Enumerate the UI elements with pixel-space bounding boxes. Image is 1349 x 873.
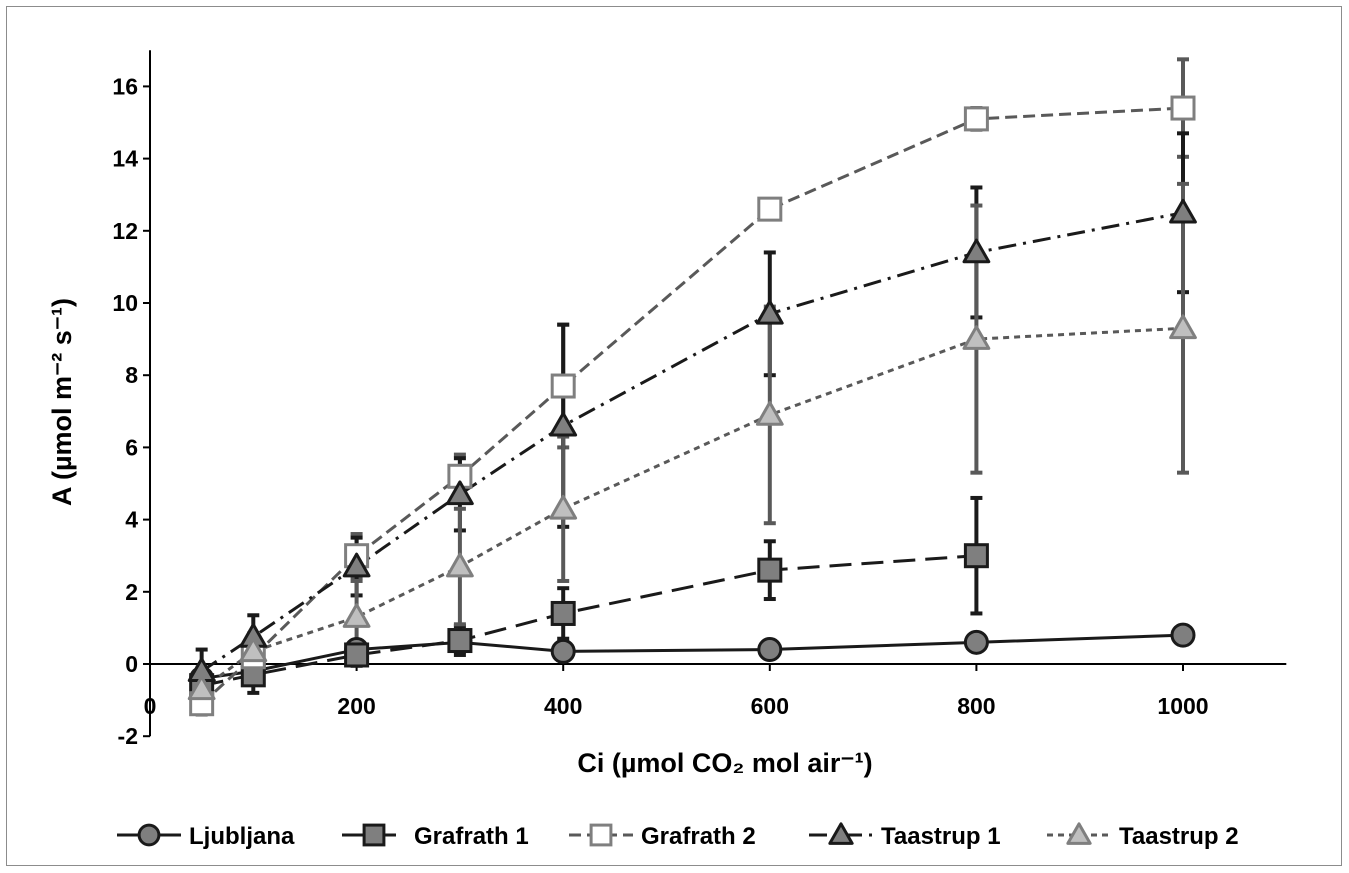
y-tick-label: 14: [112, 146, 138, 172]
series-line-grafrath-2: [200, 106, 1184, 705]
legend-marker-grafrath-2: [589, 823, 613, 847]
data-point-taastrup-2: [342, 603, 371, 628]
data-point-taastrup-2: [755, 401, 784, 426]
y-tick-label: 10: [112, 290, 138, 316]
series-line-grafrath-1: [201, 554, 977, 688]
data-point-taastrup-1: [1169, 198, 1197, 224]
x-tick-label: 600: [751, 693, 789, 719]
legend: Ljubljana Grafrath 1 Grafrath 2 Taastrup 1 T…: [117, 822, 1239, 850]
legend-label-ljubljana: Ljubljana: [189, 823, 295, 850]
legend-label-grafrath-2: Grafrath 2: [641, 823, 756, 850]
x-tick-label: 400: [544, 693, 582, 719]
data-point-grafrath-1: [447, 628, 473, 654]
data-point-taastrup-1: [962, 238, 991, 264]
data-point-taastrup-1: [342, 552, 371, 578]
data-point-ljubljana: [550, 638, 576, 664]
error-bars: [195, 57, 1189, 717]
y-axis-label: A (µmol m⁻² s⁻¹): [47, 298, 77, 506]
data-point-taastrup-2: [962, 325, 991, 350]
legend-marker-taastrup-2: [1066, 822, 1092, 845]
x-tick-label: 200: [337, 693, 375, 719]
legend-label-grafrath-1: Grafrath 1: [414, 823, 529, 850]
legend-label-taastrup-2: Taastrup 2: [1119, 823, 1239, 850]
y-tick-label: 2: [125, 579, 138, 605]
data-point-taastrup-1: [446, 480, 474, 506]
legend-marker-grafrath-1: [362, 823, 386, 847]
series-line-taastrup-1: [200, 211, 1184, 673]
data-point-grafrath-2: [550, 373, 576, 399]
series-line-ljubljana: [201, 633, 1184, 680]
data-point-ljubljana: [1170, 622, 1196, 648]
y-tick-label: 12: [112, 218, 138, 244]
x-axis-label: Ci (µmol CO₂ mol air⁻¹): [577, 748, 872, 778]
x-tick-label: 0: [144, 693, 157, 719]
series-line-taastrup-2: [200, 326, 1184, 691]
data-point-grafrath-1: [344, 642, 370, 668]
legend-label-taastrup-1: Taastrup 1: [881, 823, 1001, 850]
y-tick-label: -2: [118, 723, 138, 749]
data-point-grafrath-1: [757, 557, 783, 583]
legend-marker-ljubljana: [137, 823, 161, 847]
series-lines: [200, 106, 1184, 705]
data-point-grafrath-2: [757, 196, 783, 222]
y-tick-label: 16: [112, 73, 138, 99]
y-tick-label: 0: [125, 651, 138, 677]
y-tick-label: 8: [125, 362, 138, 388]
data-point-taastrup-2: [446, 552, 474, 578]
data-point-grafrath-1: [550, 600, 576, 626]
data-point-taastrup-1: [755, 299, 784, 325]
data-point-taastrup-1: [549, 411, 578, 437]
x-tick-label: 1000: [1157, 693, 1208, 719]
data-point-taastrup-2: [187, 675, 216, 701]
y-tick-label: 6: [125, 434, 138, 460]
data-point-ljubljana: [963, 629, 989, 655]
data-point-grafrath-2: [1170, 95, 1196, 121]
data-point-taastrup-2: [239, 637, 268, 663]
data-point-taastrup-2: [549, 494, 578, 520]
data-point-ljubljana: [757, 637, 783, 663]
y-tick-label: 4: [125, 507, 138, 533]
data-point-grafrath-2: [963, 106, 989, 132]
series-markers: [187, 95, 1197, 717]
data-point-taastrup-2: [1169, 314, 1197, 340]
chart-frame: -2 0 2 4 6 8 10 12 14 16 0 200 400 600 800 1000 Ci (µmo…: [6, 6, 1342, 866]
data-point-grafrath-1: [963, 543, 989, 569]
legend-marker-taastrup-1: [828, 822, 854, 845]
x-tick-label: 800: [957, 693, 995, 719]
